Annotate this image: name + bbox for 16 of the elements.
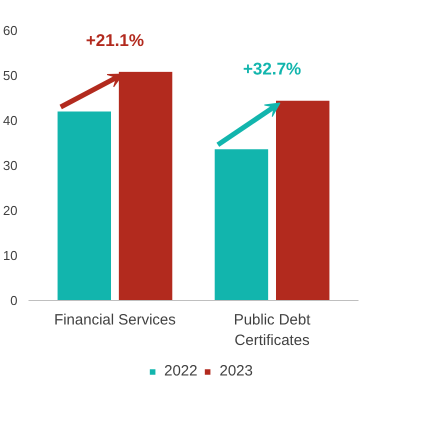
annotation: +32.7%: [243, 60, 302, 79]
y-tick-label: 10: [3, 248, 18, 263]
y-tick-label: 50: [3, 68, 18, 83]
legend-label: 2022: [164, 362, 198, 380]
y-tick-label: 30: [3, 158, 18, 173]
x-tick-label: Financial Services: [54, 312, 176, 328]
y-tick-label: 40: [3, 113, 18, 128]
y-tick-label: 20: [3, 203, 18, 218]
bar: [276, 100, 330, 300]
x-tick-label: Public Debt Certificates: [234, 312, 312, 349]
legend-label: 2023: [220, 362, 253, 380]
bar: [214, 149, 268, 300]
y-tick-label: 0: [10, 293, 18, 308]
bar: [58, 112, 111, 300]
y-tick-label: 60: [3, 23, 18, 38]
annotation: +21.1%: [86, 30, 144, 50]
